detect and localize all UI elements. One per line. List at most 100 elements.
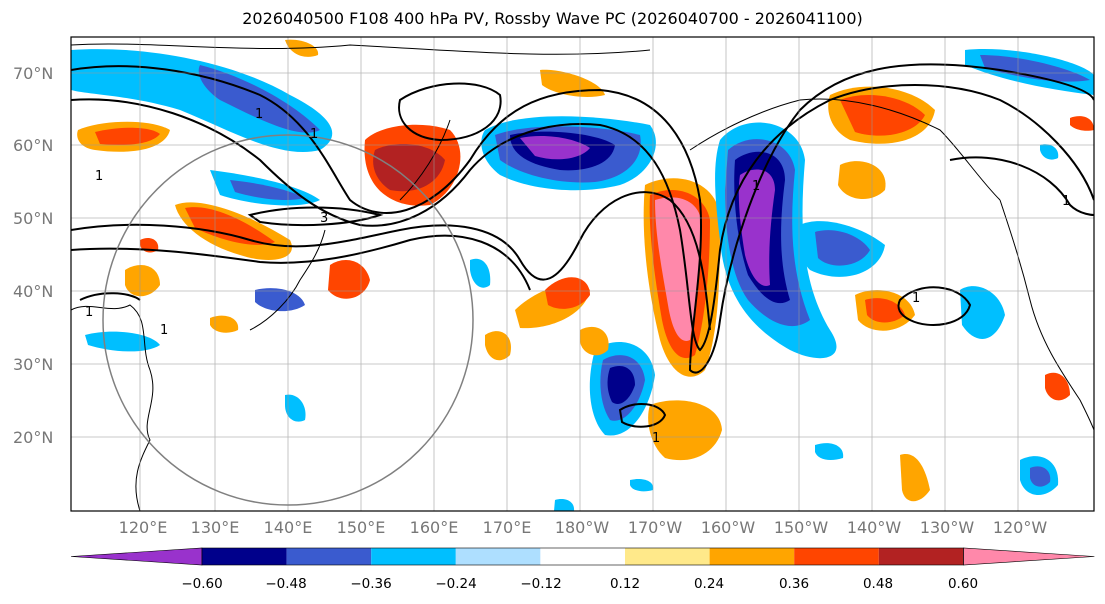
lat-label: 20°N xyxy=(13,428,53,447)
negative-anomaly-region xyxy=(607,365,635,405)
lon-label: 170°W xyxy=(628,518,683,537)
colorbar-segment xyxy=(540,548,625,565)
colorbar-tick-label: 0.36 xyxy=(779,576,809,592)
contour-line xyxy=(71,84,1094,352)
coastline-alaska xyxy=(689,98,1001,201)
lon-label: 180°W xyxy=(555,518,610,537)
colorbar-tick-labels: −0.60 −0.48 −0.36 −0.24 −0.12 0.12 0.24 … xyxy=(181,576,978,592)
negative-anomaly-region xyxy=(230,180,305,201)
lon-label: 150°E xyxy=(337,518,386,537)
contour-label: 1 xyxy=(95,169,103,184)
positive-anomaly-region xyxy=(328,260,370,299)
negative-anomaly-region xyxy=(285,394,306,422)
positive-anomaly-region xyxy=(580,326,609,356)
colorbar-segment xyxy=(371,548,456,565)
contour-line xyxy=(71,63,1094,374)
coastline-asia xyxy=(71,304,154,511)
lon-label: 130°W xyxy=(920,518,975,537)
contour-line xyxy=(949,156,1094,216)
lon-label: 160°W xyxy=(701,518,756,537)
longitude-labels: 120°E 130°E 140°E 150°E 160°E 170°E 180°… xyxy=(119,518,1048,537)
lat-label: 70°N xyxy=(13,64,53,83)
colorbar-segment xyxy=(794,548,879,565)
coastline-arctic xyxy=(71,43,651,55)
positive-anomaly-region xyxy=(900,454,930,502)
colorbar xyxy=(70,547,1095,566)
negative-anomaly-region xyxy=(980,55,1090,82)
contour-line xyxy=(71,234,531,291)
contour-line xyxy=(71,191,711,331)
coastline-japan xyxy=(249,229,326,331)
positive-anomaly-region xyxy=(125,265,160,297)
colorbar-tick-label: 0.12 xyxy=(610,576,640,592)
lat-label: 40°N xyxy=(13,282,53,301)
colorbar-tick-label: −0.24 xyxy=(435,576,476,592)
contour-line xyxy=(79,292,141,301)
positive-anomaly-region xyxy=(210,315,239,333)
contour-label: 1 xyxy=(255,107,263,122)
contour-line xyxy=(897,286,972,326)
map-title: 2026040500 F108 400 hPa PV, Rossby Wave … xyxy=(242,9,863,28)
colorbar-segment xyxy=(202,548,287,565)
colorbar-extend-high xyxy=(963,547,1095,566)
positive-anomaly-region xyxy=(865,298,905,323)
negative-anomaly-region xyxy=(738,169,775,286)
lon-label: 140°W xyxy=(847,518,902,537)
contour-label: 1 xyxy=(912,291,920,306)
lon-label: 140°E xyxy=(264,518,313,537)
colorbar-tick-label: −0.12 xyxy=(520,576,561,592)
lat-label: 60°N xyxy=(13,136,53,155)
positive-anomaly-region xyxy=(373,144,445,192)
contour-label: 1 xyxy=(752,179,760,194)
negative-anomaly-region xyxy=(630,479,654,492)
positive-anomaly-region xyxy=(95,127,160,145)
latitude-labels: 70°N 60°N 50°N 40°N 30°N 20°N xyxy=(13,64,53,447)
map-frame xyxy=(70,36,1095,512)
reference-circle xyxy=(102,134,474,506)
positive-anomaly-region xyxy=(648,400,722,461)
positive-anomaly-region xyxy=(840,95,925,136)
lon-label: 150°W xyxy=(774,518,829,537)
colorbar-extend-low xyxy=(70,547,203,566)
colorbar-segment xyxy=(709,548,795,565)
negative-anomaly-region xyxy=(815,230,870,266)
contour-label: 1 xyxy=(85,305,93,320)
colorbar-tick-label: 0.60 xyxy=(948,576,978,592)
contour-label: 1 xyxy=(652,431,660,446)
coastline-kamchatka xyxy=(399,119,451,201)
graticule xyxy=(71,37,1094,511)
negative-anomaly-region xyxy=(1030,466,1051,487)
negative-anomaly-region xyxy=(1040,144,1059,160)
colorbar-tick-label: −0.60 xyxy=(181,576,222,592)
pv-anomaly-shading xyxy=(71,39,1094,511)
negative-anomaly-region xyxy=(520,136,590,160)
positive-anomaly-region xyxy=(838,161,886,200)
colorbar-tick-label: 0.24 xyxy=(694,576,724,592)
lon-label: 120°W xyxy=(993,518,1048,537)
negative-anomaly-region xyxy=(470,258,491,288)
lon-label: 120°E xyxy=(119,518,168,537)
negative-anomaly-region xyxy=(255,288,305,312)
coastline-north-america xyxy=(999,199,1094,431)
lon-label: 130°E xyxy=(191,518,240,537)
positive-anomaly-region xyxy=(1070,116,1094,131)
colorbar-segment xyxy=(625,548,710,565)
lat-label: 50°N xyxy=(13,209,53,228)
colorbar-outline xyxy=(201,547,964,566)
coastlines xyxy=(71,43,1094,511)
contour-label: 3 xyxy=(320,211,328,226)
lon-label: 160°E xyxy=(410,518,459,537)
negative-anomaly-region xyxy=(554,499,575,511)
contour-label: 1 xyxy=(1062,194,1070,209)
lon-label: 170°E xyxy=(483,518,532,537)
negative-anomaly-region xyxy=(960,286,1005,339)
colorbar-segment xyxy=(455,548,541,565)
negative-anomaly-region xyxy=(71,49,333,152)
positive-anomaly-region xyxy=(185,207,275,245)
colorbar-segment xyxy=(878,548,964,565)
contour-line xyxy=(247,206,384,227)
colorbar-tick-label: −0.48 xyxy=(265,576,306,592)
negative-anomaly-region xyxy=(815,443,844,460)
contour-labels: 1 1 1 1 3 1 1 1 1 1 xyxy=(85,107,1070,446)
